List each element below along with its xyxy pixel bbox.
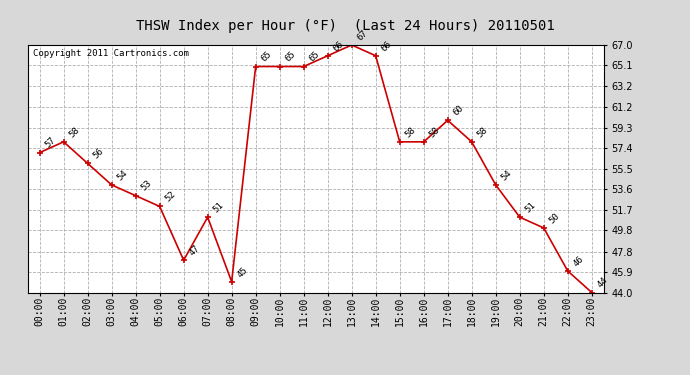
Text: 51: 51	[212, 200, 226, 214]
Text: 65: 65	[284, 50, 298, 64]
Text: 53: 53	[140, 179, 154, 193]
Text: 56: 56	[92, 147, 106, 160]
Text: 65: 65	[260, 50, 274, 64]
Text: 47: 47	[188, 243, 201, 258]
Text: 44: 44	[596, 276, 610, 290]
Text: Copyright 2011 Cartronics.com: Copyright 2011 Cartronics.com	[33, 49, 189, 58]
Text: 45: 45	[236, 265, 250, 279]
Text: 46: 46	[572, 254, 586, 268]
Text: 58: 58	[476, 125, 490, 139]
Text: 58: 58	[428, 125, 442, 139]
Text: 58: 58	[68, 125, 81, 139]
Text: 52: 52	[164, 190, 178, 204]
Text: 50: 50	[548, 211, 562, 225]
Text: 60: 60	[452, 104, 466, 117]
Text: THSW Index per Hour (°F)  (Last 24 Hours) 20110501: THSW Index per Hour (°F) (Last 24 Hours)…	[136, 19, 554, 33]
Text: 67: 67	[356, 28, 370, 42]
Text: 51: 51	[524, 200, 538, 214]
Text: 54: 54	[500, 168, 514, 182]
Text: 66: 66	[332, 39, 346, 53]
Text: 58: 58	[404, 125, 418, 139]
Text: 57: 57	[43, 136, 58, 150]
Text: 66: 66	[380, 39, 394, 53]
Text: 65: 65	[308, 50, 322, 64]
Text: 54: 54	[116, 168, 130, 182]
